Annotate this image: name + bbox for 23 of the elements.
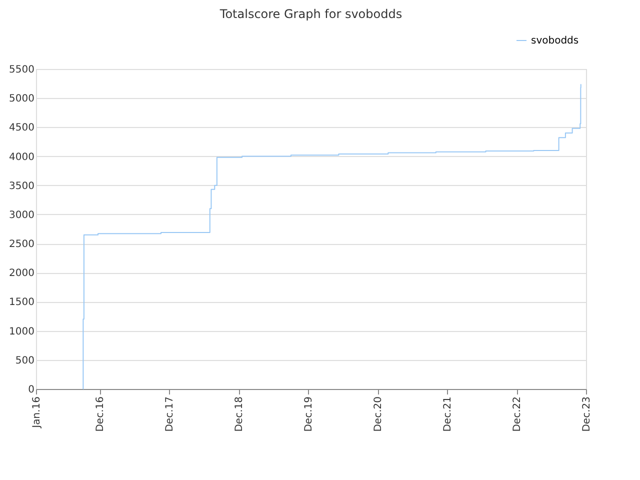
y-tick-label: 1000 <box>9 326 34 338</box>
y-tick-label: 4500 <box>9 122 34 134</box>
x-tick-label: Dec.22 <box>512 396 524 432</box>
y-tick-label: 1500 <box>9 297 34 308</box>
x-tick-label: Dec.21 <box>442 396 454 432</box>
legend-label: svobodds <box>531 36 579 46</box>
x-tick-label: Jan.16 <box>32 396 42 429</box>
x-tick-label: Dec.16 <box>95 396 106 432</box>
chart-title: Totalscore Graph for svobodds <box>218 7 402 21</box>
y-tick-label: 0 <box>28 384 34 396</box>
y-tick-label: 2500 <box>9 239 34 250</box>
y-tick-label: 500 <box>15 355 34 366</box>
y-tick-label: 3000 <box>9 210 34 221</box>
x-tick-label: Dec.20 <box>373 396 384 432</box>
y-tick-label: 3500 <box>9 180 34 192</box>
x-tick-label: Dec.18 <box>234 396 246 432</box>
x-tick-label: Dec.23 <box>582 396 592 432</box>
y-tick-label: 4000 <box>9 152 34 163</box>
y-tick-label: 5000 <box>9 94 34 105</box>
x-tick-label: Dec.19 <box>304 396 315 432</box>
x-tick-label: Dec.17 <box>164 396 176 432</box>
y-tick-label: 2000 <box>9 268 34 280</box>
y-tick-label: 5500 <box>9 64 34 76</box>
